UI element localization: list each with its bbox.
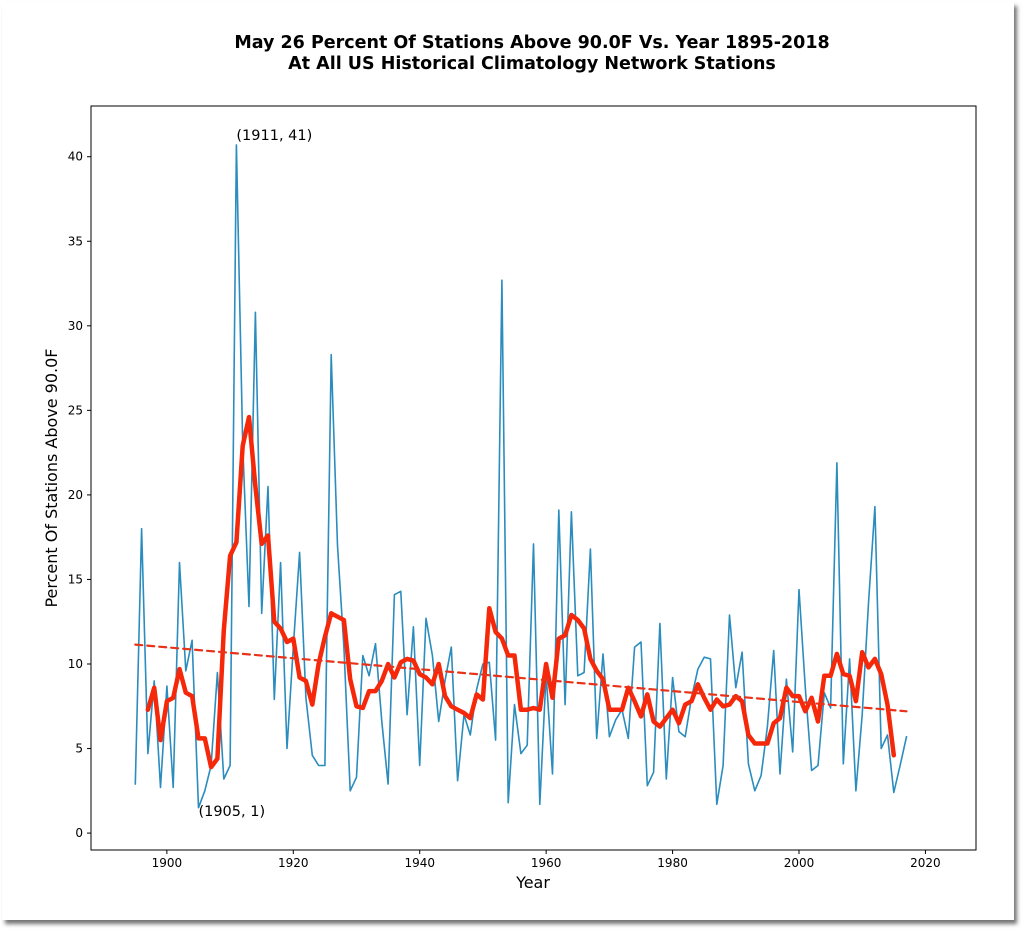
chart-title-line1: May 26 Percent Of Stations Above 90.0F V… <box>234 33 830 53</box>
x-tick-label: 1900 <box>152 856 183 870</box>
y-tick-label: 10 <box>68 657 83 671</box>
data-series <box>134 144 908 809</box>
y-tick-label: 0 <box>75 826 83 840</box>
station-percent-line <box>134 144 908 809</box>
y-tick-label: 30 <box>68 319 83 333</box>
x-tick-label: 2000 <box>784 856 815 870</box>
x-tick-label: 1980 <box>657 856 688 870</box>
annotations: (1911, 41) (1905, 1) <box>198 128 312 820</box>
x-tick-label: 2020 <box>910 856 941 870</box>
x-tick-label: 1940 <box>404 856 435 870</box>
y-tick-label: 25 <box>68 403 83 417</box>
y-tick-label: 35 <box>68 234 83 248</box>
y-tick-label: 15 <box>68 572 83 586</box>
moving-average-line <box>145 414 897 770</box>
x-tick-label: 1920 <box>278 856 309 870</box>
y-axis-label: Percent Of Stations Above 90.0F <box>42 348 61 607</box>
y-tick-label: 5 <box>75 742 83 756</box>
y-tick-label: 40 <box>68 150 83 164</box>
x-axis-label: Year <box>515 873 550 892</box>
y-tick-label: 20 <box>68 488 83 502</box>
point-annotation: (1911, 41) <box>236 128 312 144</box>
point-annotation: (1905, 1) <box>198 804 265 820</box>
chart-title-line2: At All US Historical Climatology Network… <box>288 54 776 74</box>
x-tick-label: 1960 <box>531 856 562 870</box>
trend-line <box>134 643 908 713</box>
axis-ticks: 1900 1920 1940 1960 1980 2000 2020 0 5 10 15 20 25 30… <box>68 150 941 870</box>
chart-title: May 26 Percent Of Stations Above 90.0F V… <box>0 33 1024 75</box>
